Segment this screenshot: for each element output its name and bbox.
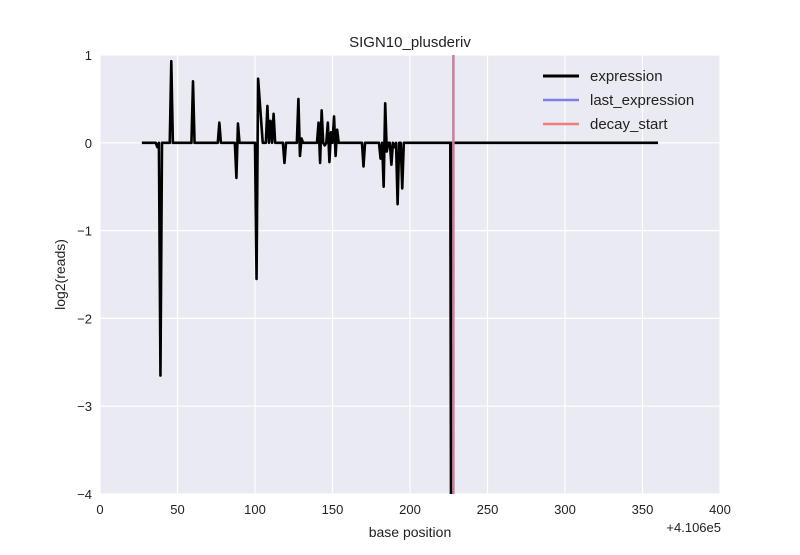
x-axis-label: base position <box>369 524 452 540</box>
legend-label-last_expression: last_expression <box>590 92 694 109</box>
x-tick-label: 250 <box>477 502 499 517</box>
y-tick-label: −3 <box>77 399 92 414</box>
series-line-expression <box>141 59 658 494</box>
y-tick-label: −1 <box>77 224 92 239</box>
x-tick-label: 100 <box>244 502 266 517</box>
x-tick-label: 350 <box>632 502 654 517</box>
x-axis-offset-label: +4.106e5 <box>666 520 721 535</box>
x-tick-label: 0 <box>96 502 103 517</box>
chart-title: SIGN10_plusderiv <box>349 34 471 51</box>
y-tick-label: 1 <box>85 48 92 63</box>
x-tick-label: 50 <box>170 502 184 517</box>
y-tick-label: −2 <box>77 311 92 326</box>
legend-label-expression: expression <box>590 68 663 85</box>
series-layer <box>141 55 658 494</box>
y-tick-label: −4 <box>77 487 92 502</box>
x-tick-label: 400 <box>709 502 731 517</box>
x-tick-label: 300 <box>554 502 576 517</box>
y-tick-label: 0 <box>85 136 92 151</box>
tick-labels: 0 50 100 150 200 250 300 350 400 1 0 −1 −2 −3 −4 <box>77 48 731 517</box>
x-tick-label: 200 <box>399 502 421 517</box>
x-tick-label: 150 <box>322 502 344 517</box>
legend: expression last_expression decay_start <box>543 68 694 133</box>
legend-label-decay_start: decay_start <box>590 116 668 133</box>
y-axis-label: log2(reads) <box>52 239 68 310</box>
